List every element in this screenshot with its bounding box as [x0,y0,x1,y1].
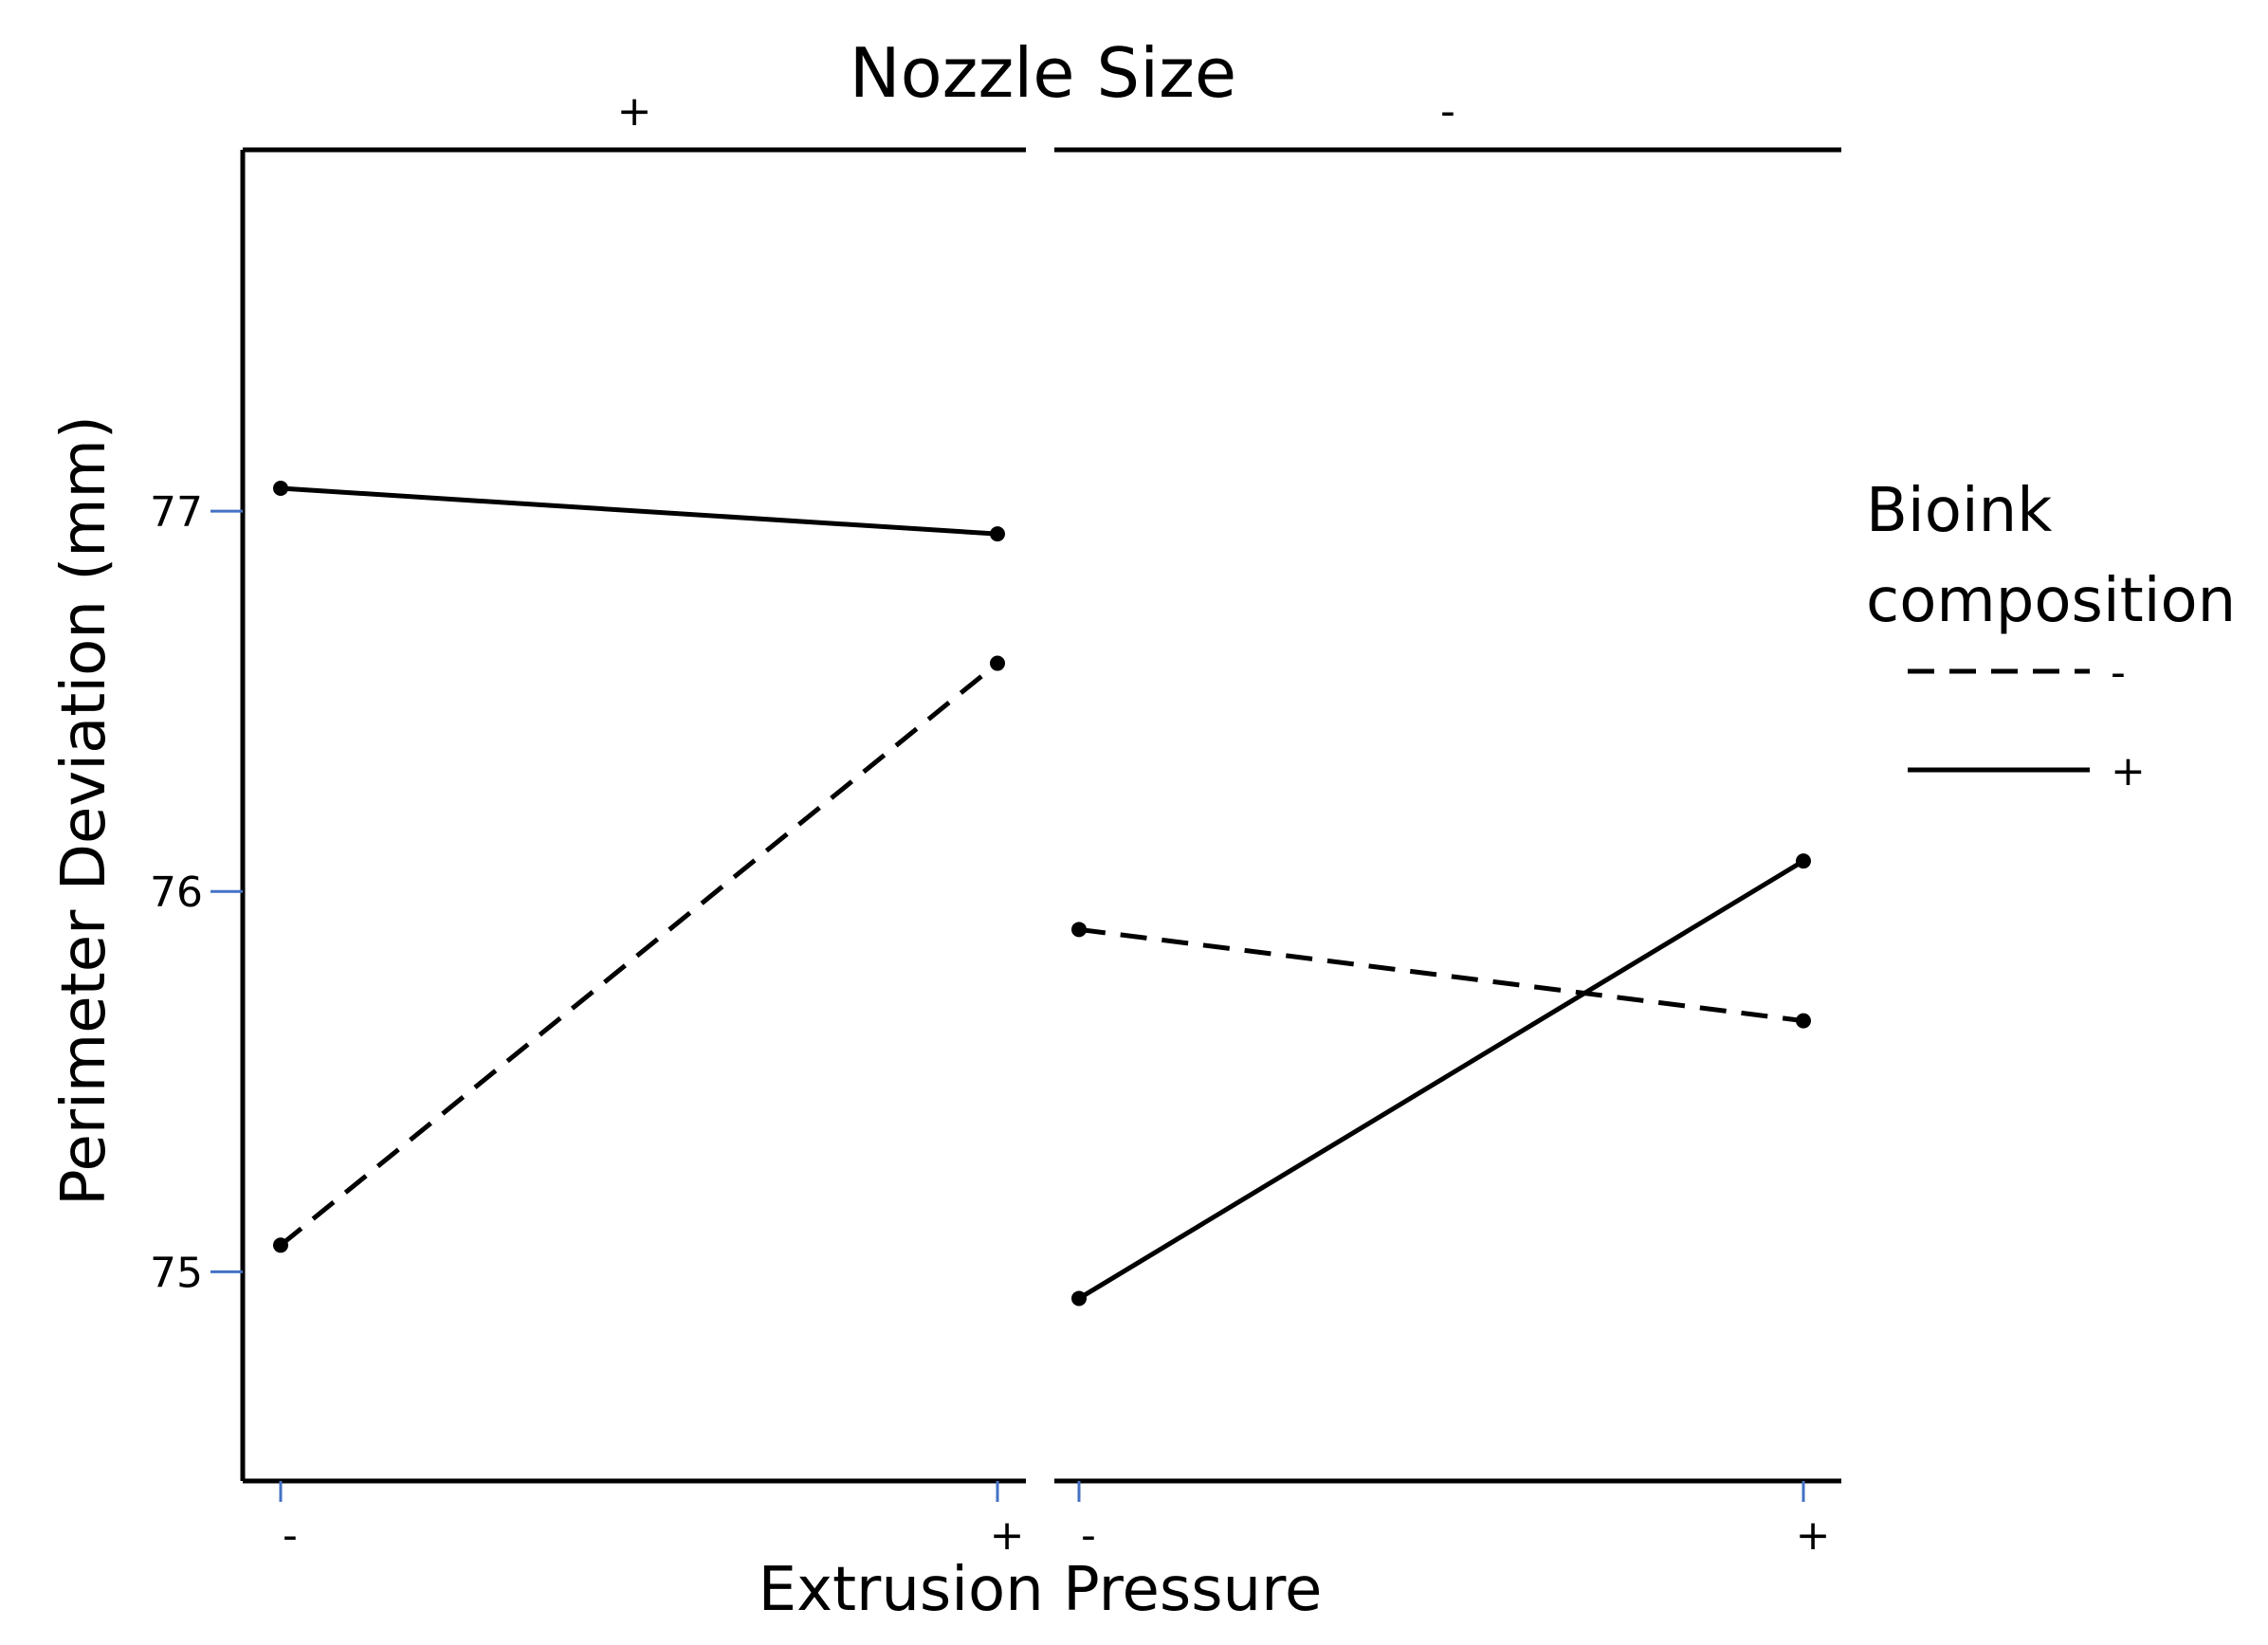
data-point [273,481,288,497]
series-line-bioink-plus [1077,858,1805,1301]
series-line-bioink-minus [279,661,999,1248]
panel-2: - - + [1054,87,1841,1560]
y-axis-title: Perimeter Deviation (mm) [49,415,119,1206]
chart-title: Nozzle Size [850,33,1236,113]
data-point [1071,922,1087,938]
series-line-bioink-minus [1078,926,1804,1024]
x-axis-title: Extrusion Pressure [759,1555,1323,1625]
data-point [1071,1290,1087,1307]
panels: +75 76 77 - + - - + [150,87,1841,1560]
data-point [1796,853,1811,869]
y-tick-label: 76 [150,868,203,917]
panel-1: +75 76 77 - + [150,87,1026,1560]
y-tick-label: 75 [150,1249,203,1297]
series-line-bioink-plus [280,485,998,537]
legend-label: - [2111,649,2126,697]
data-point [1796,1013,1811,1029]
y-tick-label: 77 [150,488,203,537]
panel-label: - [1440,87,1455,136]
legend-entries: -+ [1908,649,2146,795]
legend-label: + [2111,747,2146,795]
legend-title-line-1: Bioink [1866,476,2052,546]
data-point [990,655,1005,671]
legend-title-line-2: composition [1866,566,2236,636]
x-tick-label: + [1796,1511,1831,1560]
x-tick-label: + [990,1511,1025,1560]
x-tick-label: - [283,1511,298,1560]
data-point [990,526,1005,542]
panel-label: + [617,87,652,136]
x-tick-label: - [1081,1511,1096,1560]
data-point [273,1237,288,1253]
